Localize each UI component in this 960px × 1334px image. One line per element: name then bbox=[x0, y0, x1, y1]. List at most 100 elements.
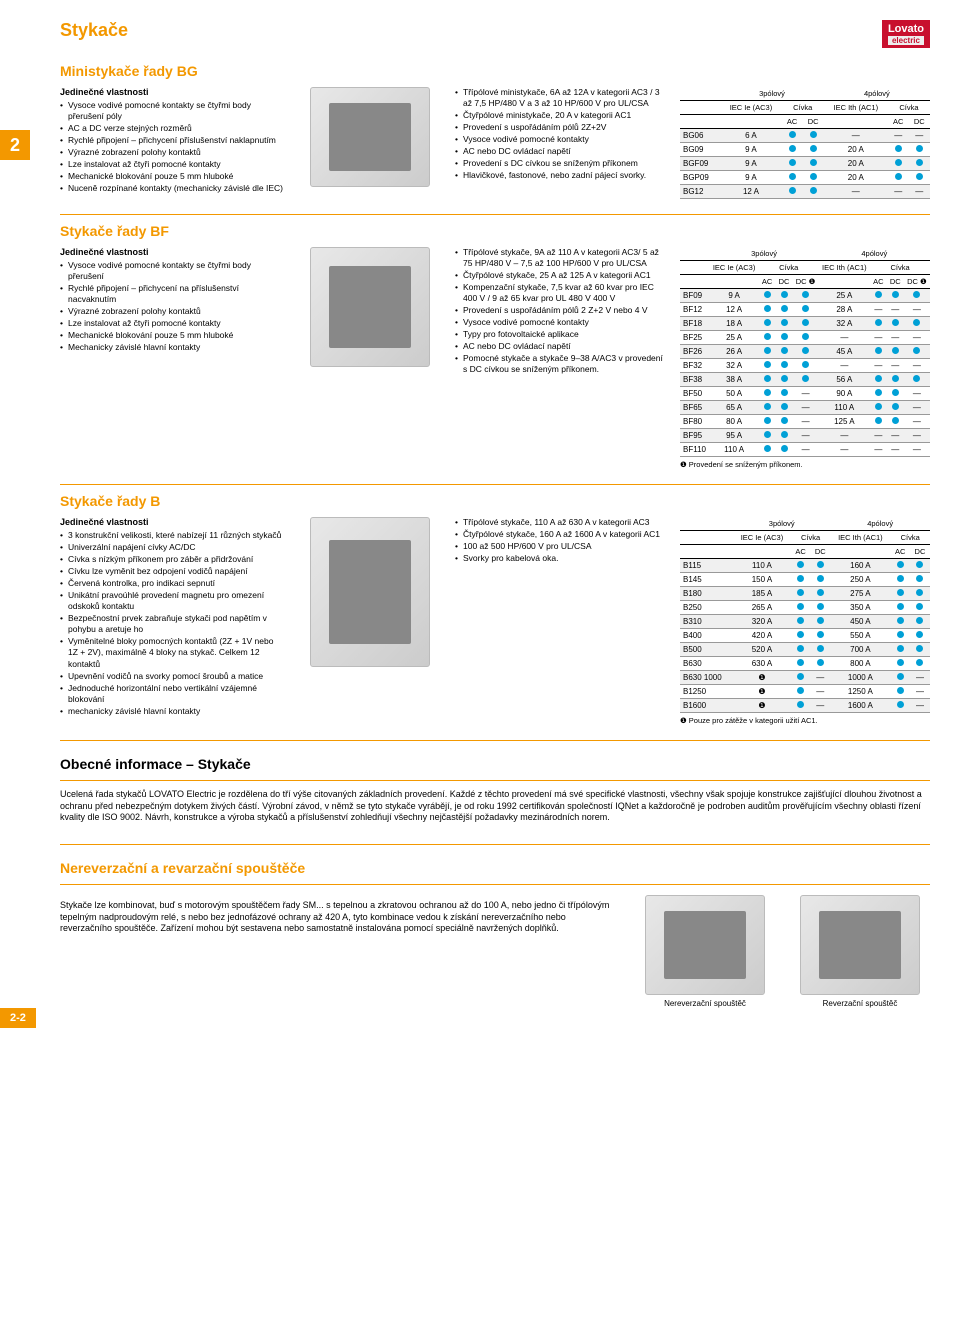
table-row: BGP099 A20 A bbox=[680, 171, 930, 185]
info-text: Ucelená řada stykačů LOVATO Electric je … bbox=[60, 789, 930, 824]
table-row: B630630 A800 A bbox=[680, 657, 930, 671]
bg-subhead: Jedinečné vlastnosti bbox=[60, 87, 285, 97]
feature-item: Nuceně rozpínané kontakty (mechanicky zá… bbox=[60, 183, 285, 194]
feature-item: Hlavičkové, fastonové, nebo zadní pájecí… bbox=[455, 170, 665, 181]
table-row: BF9595 A————— bbox=[680, 429, 930, 443]
feature-item: Rychlé připojení – přichycení na přísluš… bbox=[60, 283, 285, 305]
starters-text: Stykače lze kombinovat, buď s motorovým … bbox=[60, 900, 615, 935]
feature-item: Cívku lze vyměnit bez odpojení vodičů na… bbox=[60, 566, 285, 577]
feature-item: Bezpečnostní prvek zabraňuje stykači pod… bbox=[60, 613, 285, 635]
table-row: BG099 A20 A bbox=[680, 143, 930, 157]
feature-item: Unikátní pravoúhlé provedení magnetu pro… bbox=[60, 590, 285, 612]
bf-table: 3pólový4pólový IEC Ie (AC3)CívkaIEC Ith … bbox=[680, 247, 930, 457]
b-table: 3pólový4pólový IEC Ie (AC3)CívkaIEC Ith … bbox=[680, 517, 930, 713]
starters-title: Nereverzační a revarzační spouštěče bbox=[60, 860, 930, 876]
feature-item: Lze instalovat až čtyři pomocné kontakty bbox=[60, 159, 285, 170]
feature-item: Svorky pro kabelová oka. bbox=[455, 553, 665, 564]
feature-item: Rychlé připojení – přichycení příslušens… bbox=[60, 135, 285, 146]
feature-item: mechanicky závislé hlavní kontakty bbox=[60, 706, 285, 717]
table-row: B630 1000❶—1000 A— bbox=[680, 671, 930, 685]
b-product-image bbox=[310, 517, 430, 667]
page-title: Stykače bbox=[60, 20, 128, 41]
feature-item: Pomocné stykače a stykače 9–38 A/AC3 v p… bbox=[455, 353, 665, 375]
feature-item: AC nebo DC ovládací napětí bbox=[455, 341, 665, 352]
feature-item: Vysoce vodivé pomocné kontakty se čtyřmi… bbox=[60, 100, 285, 122]
bg-table: 3pólový4pólový IEC Ie (AC3)CívkaIEC Ith … bbox=[680, 87, 930, 199]
table-row: BF8080 A—125 A— bbox=[680, 415, 930, 429]
b-subhead: Jedinečné vlastnosti bbox=[60, 517, 285, 527]
section-bf-title: Stykače řady BF bbox=[60, 223, 930, 239]
feature-item: Mechanické blokování pouze 5 mm hluboké bbox=[60, 330, 285, 341]
table-row: BF099 A25 A bbox=[680, 289, 930, 303]
feature-item: Třípólové stykače, 9A až 110 A v kategor… bbox=[455, 247, 665, 269]
feature-item: Čtyřpólové stykače, 25 A až 125 A v kate… bbox=[455, 270, 665, 281]
feature-item: Upevnění vodičů na svorky pomocí šroubů … bbox=[60, 671, 285, 682]
page-number: 2-2 bbox=[0, 1008, 36, 1028]
b-note: ❶ Pouze pro zátěže v kategorii užití AC1… bbox=[680, 716, 930, 725]
feature-item: Třípólové stykače, 110 A až 630 A v kate… bbox=[455, 517, 665, 528]
bg-features: Vysoce vodivé pomocné kontakty se čtyřmi… bbox=[60, 100, 285, 194]
table-row: B500520 A700 A bbox=[680, 643, 930, 657]
rev-starter-image bbox=[800, 895, 920, 995]
table-row: BG066 A——— bbox=[680, 129, 930, 143]
bf-specs: Třípólové stykače, 9A až 110 A v kategor… bbox=[455, 247, 665, 376]
section-bg-title: Ministykače řady BG bbox=[60, 63, 930, 79]
feature-item: AC a DC verze stejných rozměrů bbox=[60, 123, 285, 134]
logo-subtext: electric bbox=[888, 36, 924, 45]
table-row: BF2626 A45 A bbox=[680, 345, 930, 359]
feature-item: Vysoce vodivé pomocné kontakty bbox=[455, 134, 665, 145]
table-row: B310320 A450 A bbox=[680, 615, 930, 629]
table-row: BF6565 A—110 A— bbox=[680, 401, 930, 415]
bf-subhead: Jedinečné vlastnosti bbox=[60, 247, 285, 257]
feature-item: Provedení s DC cívkou se sníženým příkon… bbox=[455, 158, 665, 169]
nonrev-caption: Nereverzační spouštěč bbox=[635, 999, 775, 1008]
bf-note: ❶ Provedení se sníženým příkonem. bbox=[680, 460, 930, 469]
table-row: BF2525 A———— bbox=[680, 331, 930, 345]
feature-item: Čtyřpólové stykače, 160 A až 1600 A v ka… bbox=[455, 529, 665, 540]
feature-item: Cívka s nízkým příkonem pro záběr a přid… bbox=[60, 554, 285, 565]
table-row: BF5050 A—90 A— bbox=[680, 387, 930, 401]
table-row: BF110110 A————— bbox=[680, 443, 930, 457]
table-row: B1250❶—1250 A— bbox=[680, 685, 930, 699]
nonrev-starter-image bbox=[645, 895, 765, 995]
b-features: 3 konstrukční velikosti, které nabízejí … bbox=[60, 530, 285, 717]
feature-item: Kompenzační stykače, 7,5 kvar až 60 kvar… bbox=[455, 282, 665, 304]
feature-item: Čtyřpólové ministykače, 20 A v kategorii… bbox=[455, 110, 665, 121]
side-tab: 2 bbox=[0, 130, 30, 160]
section-b-title: Stykače řady B bbox=[60, 493, 930, 509]
info-title: Obecné informace – Stykače bbox=[60, 756, 930, 772]
feature-item: 100 až 500 HP/600 V pro UL/CSA bbox=[455, 541, 665, 552]
brand-logo: Lovato electric bbox=[882, 20, 930, 48]
feature-item: Mechanické blokování pouze 5 mm hluboké bbox=[60, 171, 285, 182]
feature-item: Vysoce vodivé pomocné kontakty bbox=[455, 317, 665, 328]
feature-item: 3 konstrukční velikosti, které nabízejí … bbox=[60, 530, 285, 541]
feature-item: Mechanicky závislé hlavní kontakty bbox=[60, 342, 285, 353]
table-row: B250265 A350 A bbox=[680, 601, 930, 615]
table-row: B400420 A550 A bbox=[680, 629, 930, 643]
table-row: BF1818 A32 A bbox=[680, 317, 930, 331]
table-row: B115110 A160 A bbox=[680, 559, 930, 573]
feature-item: Vysoce vodivé pomocné kontakty se čtyřmi… bbox=[60, 260, 285, 282]
logo-text: Lovato bbox=[888, 23, 924, 35]
feature-item: Vyměnitelné bloky pomocných kontaktů (2Z… bbox=[60, 636, 285, 669]
feature-item: Výrazné zobrazení polohy kontaktů bbox=[60, 147, 285, 158]
feature-item: Červená kontrolka, pro indikaci sepnutí bbox=[60, 578, 285, 589]
feature-item: Lze instalovat až čtyři pomocné kontakty bbox=[60, 318, 285, 329]
table-row: B145150 A250 A bbox=[680, 573, 930, 587]
feature-item: Výrazné zobrazení polohy kontaktů bbox=[60, 306, 285, 317]
table-row: BF3838 A56 A bbox=[680, 373, 930, 387]
rev-caption: Reverzační spouštěč bbox=[790, 999, 930, 1008]
table-row: BF1212 A28 A——— bbox=[680, 303, 930, 317]
feature-item: Typy pro fotovoltaické aplikace bbox=[455, 329, 665, 340]
feature-item: Třípólové ministykače, 6A až 12A v kateg… bbox=[455, 87, 665, 109]
feature-item: AC nebo DC ovládací napětí bbox=[455, 146, 665, 157]
feature-item: Provedení s uspořádáním pólů 2Z+2V bbox=[455, 122, 665, 133]
b-specs: Třípólové stykače, 110 A až 630 A v kate… bbox=[455, 517, 665, 564]
table-row: B180185 A275 A bbox=[680, 587, 930, 601]
bg-specs: Třípólové ministykače, 6A až 12A v kateg… bbox=[455, 87, 665, 181]
table-row: B1600❶—1600 A— bbox=[680, 699, 930, 713]
feature-item: Jednoduché horizontální nebo vertikální … bbox=[60, 683, 285, 705]
table-row: BF3232 A———— bbox=[680, 359, 930, 373]
bf-product-image bbox=[310, 247, 430, 367]
table-row: BGF099 A20 A bbox=[680, 157, 930, 171]
